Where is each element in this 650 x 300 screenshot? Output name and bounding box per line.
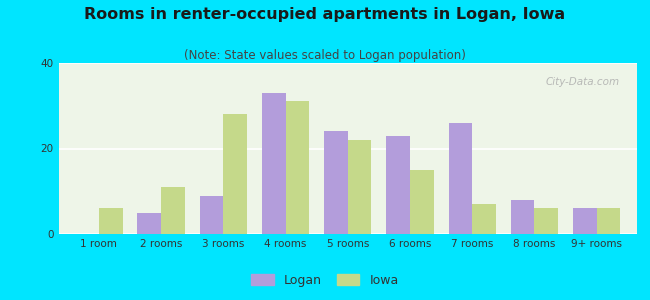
Bar xyxy=(161,187,185,234)
Bar xyxy=(99,208,123,234)
Bar xyxy=(534,208,558,234)
Text: Rooms in renter-occupied apartments in Logan, Iowa: Rooms in renter-occupied apartments in L… xyxy=(84,8,566,22)
Bar xyxy=(472,204,496,234)
Bar xyxy=(224,114,247,234)
Legend: Logan, Iowa: Logan, Iowa xyxy=(248,270,402,291)
Bar xyxy=(200,196,224,234)
Bar xyxy=(597,208,620,234)
Bar xyxy=(348,140,371,234)
Bar xyxy=(511,200,534,234)
Bar xyxy=(410,170,434,234)
Bar xyxy=(262,93,285,234)
Bar xyxy=(573,208,597,234)
Bar xyxy=(285,101,309,234)
Text: City-Data.com: City-Data.com xyxy=(545,77,619,87)
Bar xyxy=(448,123,472,234)
Text: (Note: State values scaled to Logan population): (Note: State values scaled to Logan popu… xyxy=(184,50,466,62)
Bar xyxy=(324,131,348,234)
Bar xyxy=(138,213,161,234)
Bar xyxy=(386,136,410,234)
